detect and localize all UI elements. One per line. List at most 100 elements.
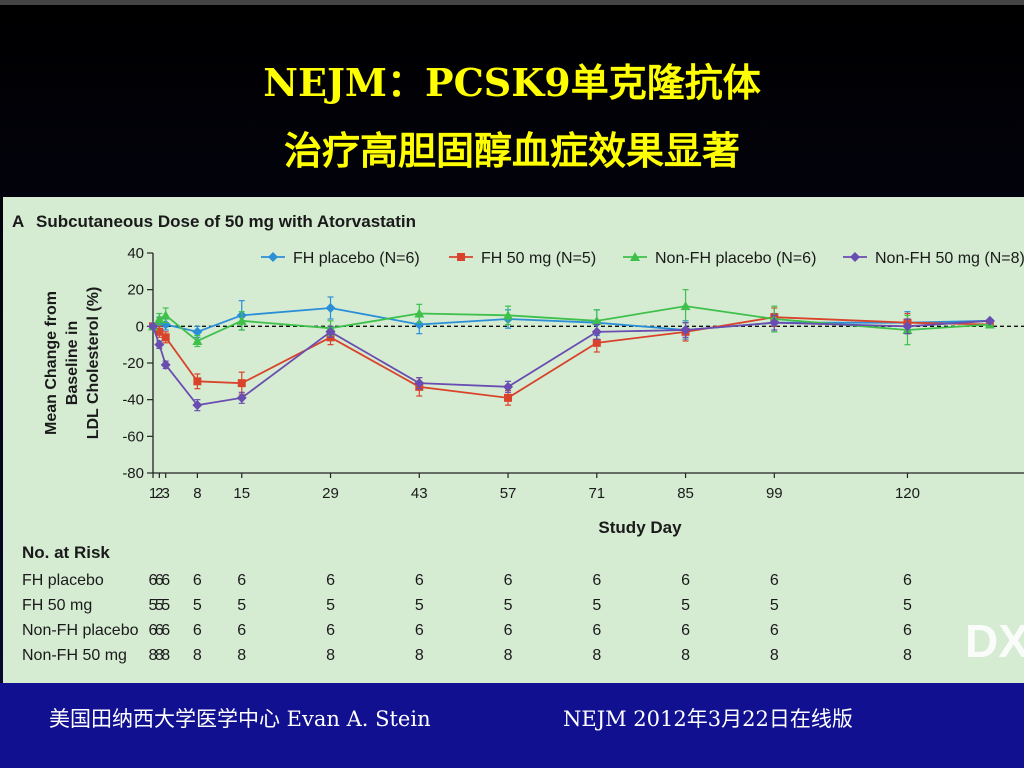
- at-risk-value: 5: [903, 597, 912, 614]
- y-axis-label-line: LDL Cholesterol (%): [85, 287, 102, 440]
- at-risk-row-label: Non-FH placebo: [22, 622, 139, 639]
- legend-label: Non-FH 50 mg (N=8): [875, 250, 1024, 267]
- legend-item-2: Non-FH placebo (N=6): [623, 250, 816, 267]
- legend-item-3: Non-FH 50 mg (N=8): [843, 250, 1024, 267]
- at-risk-value: 6: [681, 622, 690, 639]
- x-tick-label: 85: [677, 485, 694, 502]
- data-point: [984, 315, 995, 326]
- at-risk-value: 6: [770, 572, 779, 589]
- at-risk-value: 5: [326, 597, 335, 614]
- x-tick-label: 43: [411, 485, 428, 502]
- at-risk-value: 6: [161, 572, 170, 589]
- data-point: [591, 326, 602, 337]
- legend-marker: [850, 252, 860, 262]
- at-risk-value: 6: [504, 622, 513, 639]
- at-risk-value: 5: [415, 597, 424, 614]
- data-point: [414, 308, 425, 318]
- legend-label: FH 50 mg (N=5): [481, 250, 596, 267]
- data-point: [154, 314, 165, 323]
- legend-item-0: FH placebo (N=6): [261, 250, 420, 267]
- at-risk-row-label: FH placebo: [22, 572, 104, 589]
- at-risk-value: 5: [193, 597, 202, 614]
- series-0: [148, 296, 995, 340]
- x-tick-label: 29: [322, 485, 339, 502]
- at-risk-value: 5: [504, 597, 513, 614]
- y-axis-label: Mean Change from Baseline in LDL Cholester…: [43, 287, 102, 440]
- legend-marker: [268, 252, 278, 262]
- data-point: [414, 319, 425, 330]
- data-point: [237, 379, 246, 388]
- y-tick-label: 0: [136, 318, 144, 335]
- legend-item-1: FH 50 mg (N=5): [449, 250, 596, 267]
- series-2: [148, 289, 995, 348]
- at-risk-value: 6: [326, 622, 335, 639]
- y-tick-label: -80: [122, 465, 144, 482]
- chart-panel: A Subcutaneous Dose of 50 mg with Atorvas…: [3, 197, 1024, 683]
- data-point: [680, 301, 691, 311]
- at-risk-value: 8: [903, 647, 912, 664]
- x-tick-label: 8: [193, 485, 201, 502]
- watermark-logo: DX: [965, 615, 1024, 667]
- data-point: [591, 315, 602, 325]
- at-risk-value: 8: [592, 647, 601, 664]
- legend-marker: [630, 252, 640, 261]
- data-point: [236, 315, 247, 325]
- series-line: [152, 319, 990, 407]
- at-risk-value: 6: [592, 572, 601, 589]
- y-tick-label: 20: [127, 282, 144, 299]
- slide-title-line1: NEJM：PCSK9单克隆抗体: [263, 60, 761, 105]
- data-point: [160, 359, 171, 370]
- x-tick-label: 2: [155, 485, 163, 502]
- panel-label: A: [12, 212, 24, 231]
- y-tick-label: 40: [127, 245, 144, 262]
- at-risk-value: 6: [193, 572, 202, 589]
- at-risk-value: 6: [415, 622, 424, 639]
- data-point: [148, 321, 158, 332]
- at-risk-value: 5: [155, 597, 164, 614]
- at-risk-value: 6: [592, 622, 601, 639]
- legend-marker: [457, 253, 465, 261]
- series-line: [152, 316, 990, 399]
- x-tick-label: 3: [162, 485, 170, 502]
- x-tick-label: 57: [500, 485, 517, 502]
- at-risk-header: No. at Risk: [22, 543, 110, 562]
- at-risk-value: 6: [903, 572, 912, 589]
- top-border: [0, 0, 1024, 5]
- data-point: [193, 377, 202, 386]
- at-risk-value: 6: [237, 572, 246, 589]
- at-risk-value: 6: [155, 622, 164, 639]
- footer-citation: NEJM 2012年3月22日在线版: [563, 707, 853, 731]
- at-risk-value: 6: [326, 572, 335, 589]
- series-line: [152, 305, 990, 343]
- at-risk-value: 8: [415, 647, 424, 664]
- at-risk-value: 8: [237, 647, 246, 664]
- footer-affiliation: 美国田纳西大学医学中心 Evan A. Stein: [49, 707, 431, 731]
- x-tick-label: 15: [233, 485, 250, 502]
- at-risk-value: 5: [592, 597, 601, 614]
- at-risk-value: 6: [237, 622, 246, 639]
- at-risk-value: 6: [504, 572, 513, 589]
- at-risk-value: 5: [149, 597, 158, 614]
- data-point: [503, 381, 514, 392]
- x-axis-label: Study Day: [598, 518, 682, 537]
- data-point: [154, 339, 165, 350]
- at-risk-value: 8: [155, 647, 164, 664]
- data-point: [325, 326, 336, 337]
- at-risk-value: 5: [770, 597, 779, 614]
- chart-title: Subcutaneous Dose of 50 mg with Atorvast…: [36, 212, 416, 231]
- at-risk-value: 8: [681, 647, 690, 664]
- data-point: [192, 336, 203, 345]
- at-risk-value: 6: [149, 622, 158, 639]
- data-point: [236, 392, 247, 403]
- at-risk-value: 8: [161, 647, 170, 664]
- data-point: [503, 310, 514, 320]
- at-risk-value: 8: [504, 647, 513, 664]
- at-risk-value: 6: [903, 622, 912, 639]
- data-point: [592, 338, 601, 347]
- data-point: [192, 400, 203, 411]
- at-risk-value: 6: [415, 572, 424, 589]
- at-risk-value: 5: [161, 597, 170, 614]
- at-risk-value: 8: [193, 647, 202, 664]
- at-risk-value: 5: [681, 597, 690, 614]
